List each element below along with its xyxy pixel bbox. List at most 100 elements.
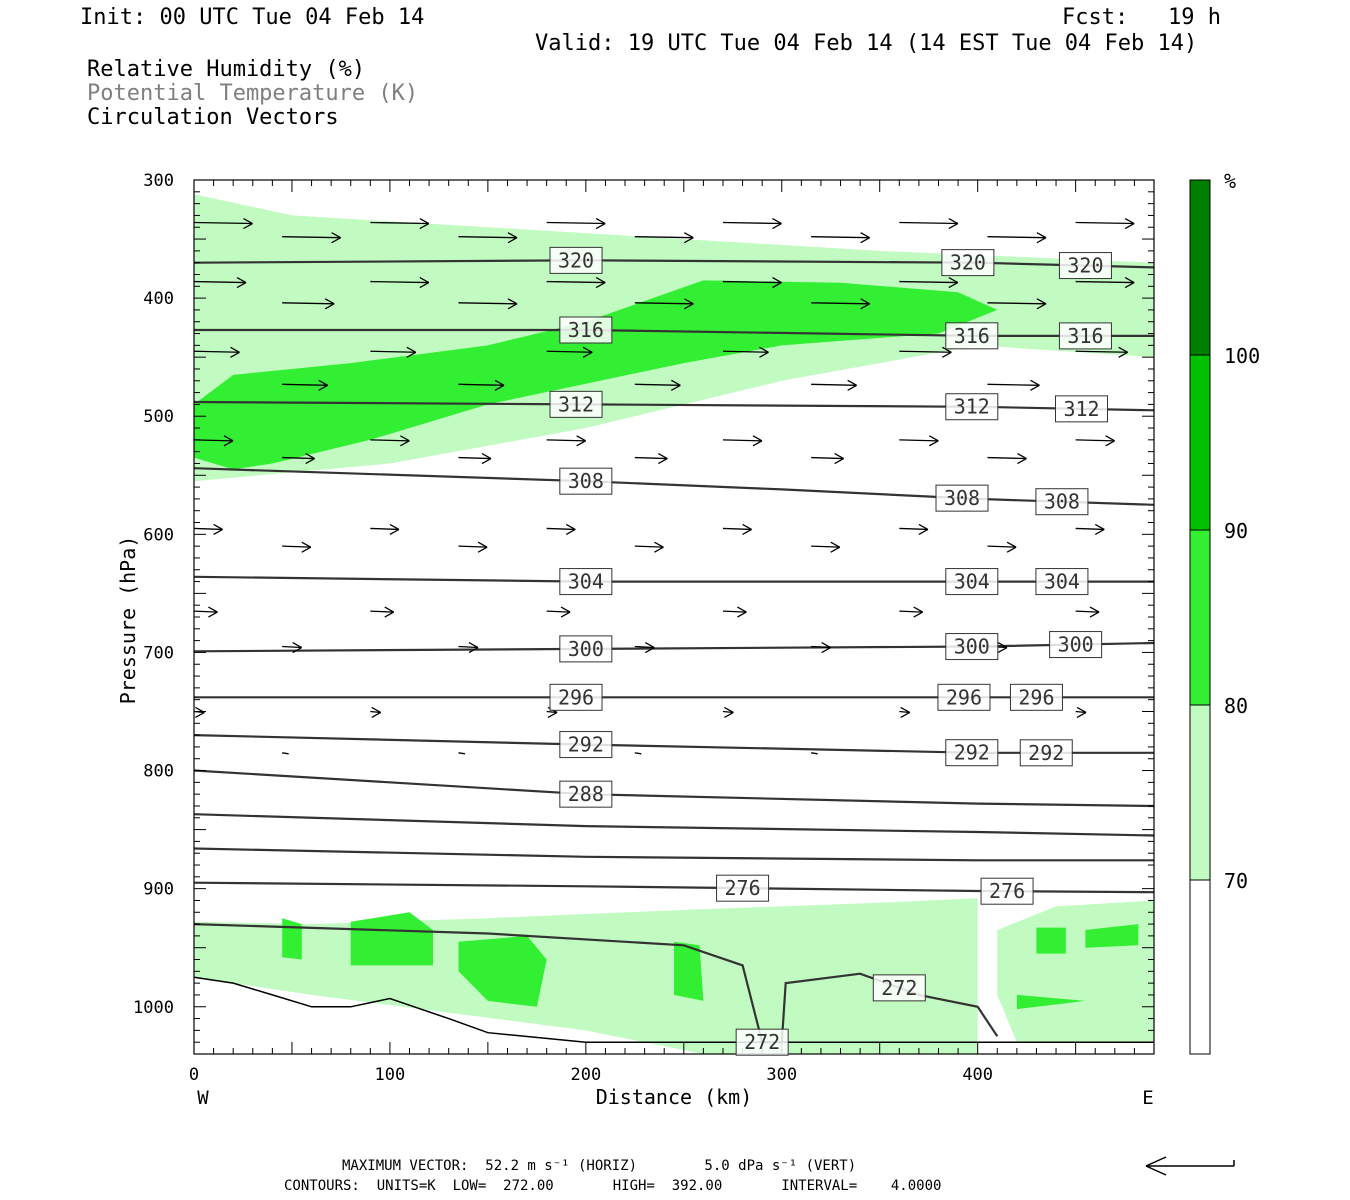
vector-arrow-head xyxy=(318,379,328,386)
vector-arrow-head xyxy=(742,528,752,535)
contour-label: 272 xyxy=(744,1030,780,1054)
vector-arrow-head xyxy=(860,237,870,244)
vector-arrow xyxy=(546,280,606,284)
theta-contour xyxy=(193,641,1155,653)
contour-label-box xyxy=(945,322,999,350)
field-title-vectors: Circulation Vectors xyxy=(87,105,339,130)
vector-arrow xyxy=(899,221,958,225)
vector-arrow-head xyxy=(860,232,870,239)
vector-arrow-head xyxy=(1089,606,1100,613)
vector-arrow-head xyxy=(918,528,929,535)
x-tick-label: 400 xyxy=(962,1065,993,1085)
contour-label-box xyxy=(941,249,995,277)
theta-contour xyxy=(193,575,1154,583)
theta-contour xyxy=(193,734,1154,754)
vector-arrow-head xyxy=(654,546,664,553)
vector-arrow-head xyxy=(821,646,831,654)
vector-arrow-head xyxy=(1094,528,1105,535)
vector-arrow-head xyxy=(324,303,335,310)
rh-region xyxy=(350,912,433,966)
vector-arrow xyxy=(634,752,642,755)
vector-arrow-head xyxy=(752,440,763,447)
vector-arrow xyxy=(458,383,505,386)
y-tick-label: 600 xyxy=(143,525,174,545)
vector-arrow-head xyxy=(1017,452,1027,460)
contour-label: 312 xyxy=(954,395,990,419)
vector-arrow xyxy=(811,456,844,460)
forecast-hour: Fcst: 19 h xyxy=(1062,5,1221,30)
colorbar-swatch xyxy=(1189,354,1211,531)
vector-arrow xyxy=(811,236,870,239)
contour-labels: 320 320 320 316 316 316 312 312 312 308 308 308 304 3… xyxy=(549,246,1112,1056)
vector-arrow xyxy=(634,456,668,460)
vector-arrow-head xyxy=(243,222,253,230)
contour-label-box xyxy=(735,1028,789,1056)
max-vector-note: MAXIMUM VECTOR: 52.2 m s⁻¹ (HORIZ) 5.0 d… xyxy=(342,1158,857,1174)
theta-contour xyxy=(193,847,1154,862)
contour-label: 308 xyxy=(1044,490,1080,514)
vector-arrow-head xyxy=(928,435,939,442)
vector-arrow-head xyxy=(477,546,488,553)
vector-arrow-head xyxy=(371,706,382,714)
vector-arrow-head xyxy=(565,523,576,530)
vector-arrow-head xyxy=(595,282,606,289)
vector-arrow-head xyxy=(1030,384,1040,391)
vector-arrow-head xyxy=(406,351,417,358)
contour-info: CONTOURS: UNITS=K LOW= 272.00 HIGH= 392.… xyxy=(284,1178,942,1194)
axis-labels: 0 100 200 300 400 300 400 500 600 700 800 900 1000 W E… xyxy=(116,171,1154,1109)
vector-arrow-head xyxy=(1124,222,1135,230)
rh-region xyxy=(282,918,302,960)
vector-arrow-head xyxy=(213,528,223,535)
vector-arrow xyxy=(193,350,240,353)
vector-arrow-head xyxy=(419,217,430,225)
vector-arrow-head xyxy=(477,541,488,548)
vector-arrow-head xyxy=(576,440,586,447)
colorbar: % 70 80 90 100 xyxy=(1189,169,1260,1055)
vector-arrow-head xyxy=(860,298,870,305)
vector-arrow-head xyxy=(236,277,247,284)
vector-arrow xyxy=(546,527,576,531)
vector-arrow xyxy=(546,710,558,714)
vector-arrow xyxy=(193,221,253,225)
contour-label-box xyxy=(559,316,613,344)
contour-label-box xyxy=(559,731,613,759)
contour-label-box xyxy=(559,635,613,663)
vector-arrow-head xyxy=(821,641,831,649)
vector-arrow xyxy=(634,545,664,548)
vector-arrow-head xyxy=(547,711,558,719)
colorbar-swatch xyxy=(1189,529,1211,706)
vector-arrow-head xyxy=(576,435,586,442)
contour-label-box xyxy=(937,683,991,711)
vector-arrow xyxy=(634,236,694,239)
vector-arrow xyxy=(282,645,302,649)
vector-arrow-head xyxy=(913,611,924,618)
vector-arrow-head xyxy=(997,646,1008,654)
vector-arrow xyxy=(282,383,328,386)
contour-label: 300 xyxy=(954,635,990,659)
valid-time: Valid: 19 UTC Tue 04 Feb 14 (14 EST Tue … xyxy=(535,31,1198,56)
vector-arrow xyxy=(458,645,479,649)
vector-arrow-head xyxy=(724,711,734,719)
vector-arrow-head xyxy=(645,646,655,654)
vector-arrow-head xyxy=(419,222,430,230)
vector-arrow xyxy=(1075,280,1135,284)
vector-arrow xyxy=(458,545,488,548)
vector-arrow-head xyxy=(948,282,959,289)
vector-arrow xyxy=(546,221,606,225)
vector-arrow-head xyxy=(494,384,505,391)
contour-label: 308 xyxy=(944,486,980,510)
vector-arrow xyxy=(1075,439,1115,442)
contour-label-box xyxy=(1058,322,1112,350)
colorbar-swatch xyxy=(1189,704,1211,881)
vector-arrow xyxy=(193,610,218,613)
rh-region xyxy=(1036,927,1066,954)
contour-label-box xyxy=(1058,252,1112,280)
contour-label: 312 xyxy=(558,392,594,416)
vector-arrow xyxy=(458,456,492,460)
vector-arrow-head xyxy=(481,457,492,465)
x-tick-label: 200 xyxy=(570,1065,601,1085)
contour-label-box xyxy=(945,568,999,596)
vector-arrow xyxy=(987,302,1046,305)
vector-arrow-head xyxy=(1076,711,1087,719)
vector-arrow-head xyxy=(847,384,857,391)
